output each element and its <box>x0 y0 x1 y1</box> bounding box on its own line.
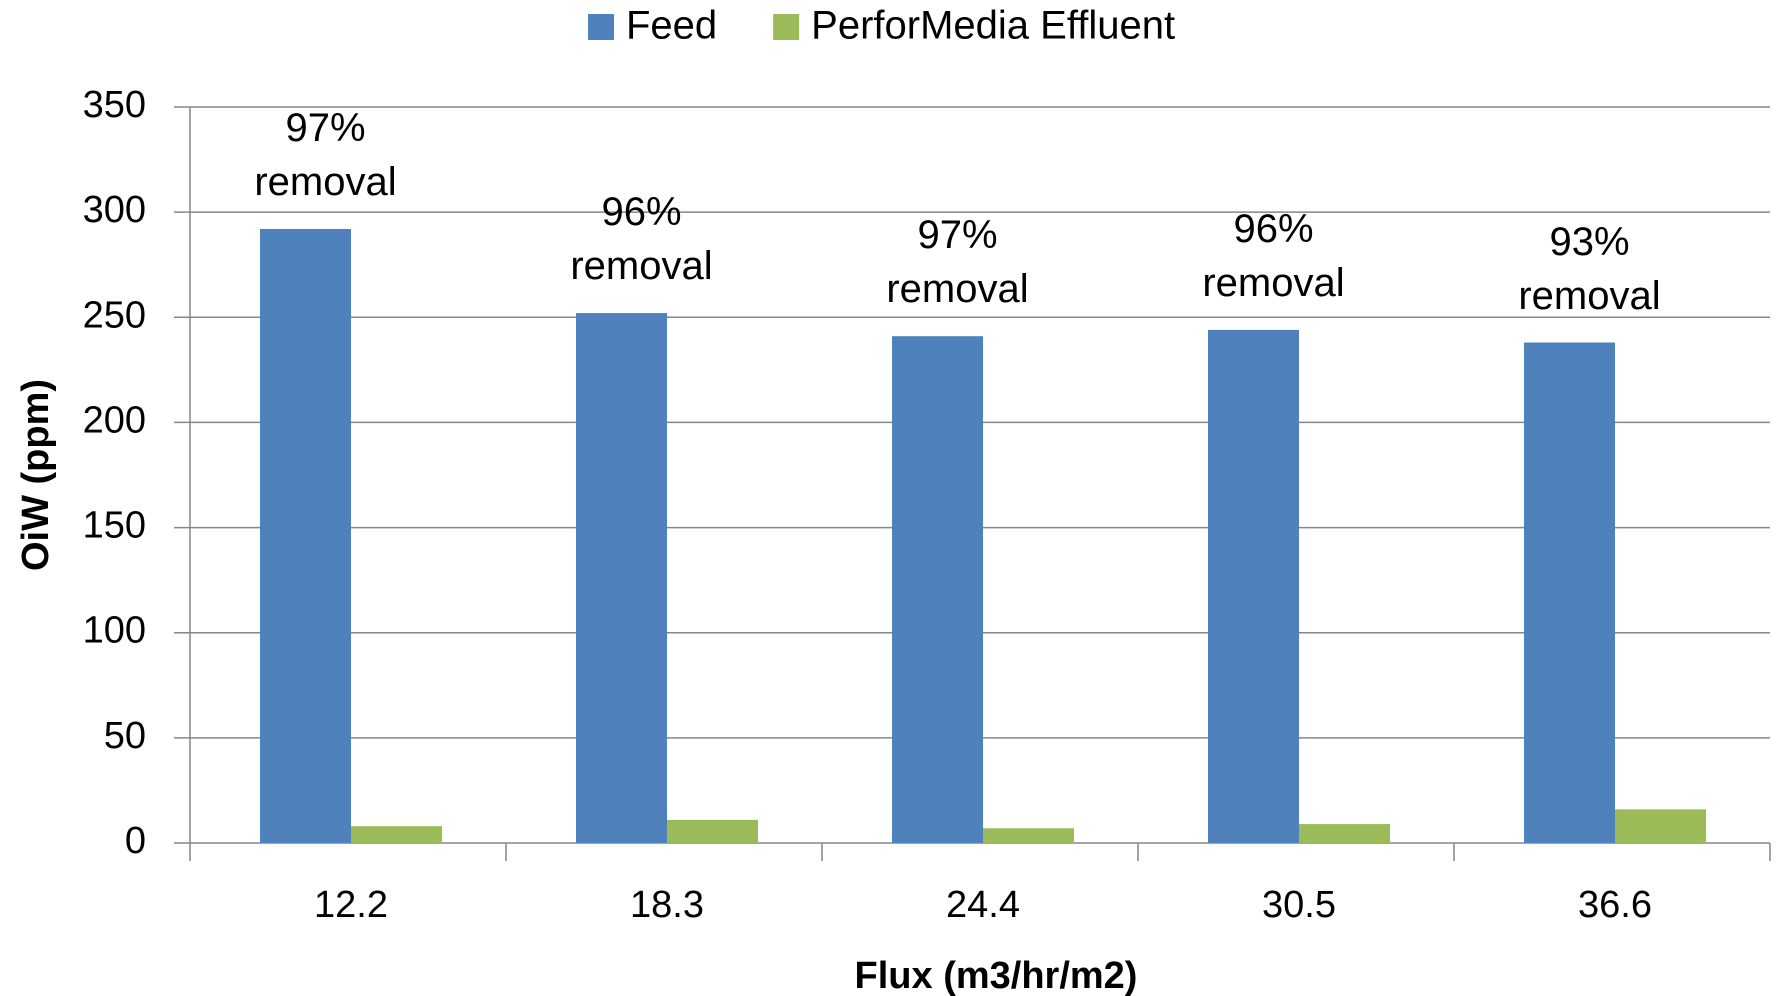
annotation: 93% removal <box>1518 219 1661 318</box>
bar <box>260 228 351 844</box>
bar <box>1299 824 1390 843</box>
y-tick-label: 350 <box>83 84 146 126</box>
y-tick-label: 100 <box>83 610 146 652</box>
bar <box>1208 329 1299 844</box>
y-tick-label: 200 <box>83 399 146 441</box>
bar <box>576 313 667 844</box>
bar <box>1524 342 1615 843</box>
y-axis-title: OiW (ppm) <box>15 379 57 571</box>
bar <box>983 828 1074 843</box>
x-tick-label: 12.2 <box>314 884 388 926</box>
x-axis-title: Flux (m3/hr/m2) <box>855 955 1138 996</box>
y-tick-label: 250 <box>83 294 146 336</box>
annotation: 97% removal <box>886 213 1029 312</box>
bar <box>351 826 442 843</box>
annotation: 97% removal <box>254 105 397 204</box>
annotation: 96% removal <box>570 190 713 289</box>
bar <box>1615 809 1706 843</box>
x-tick-label: 24.4 <box>946 884 1020 926</box>
bar <box>892 336 983 843</box>
bar <box>667 819 758 843</box>
annotation: 96% removal <box>1202 206 1345 305</box>
y-tick-label: 300 <box>83 189 146 231</box>
y-tick-label: 150 <box>83 505 146 547</box>
legend-swatch <box>773 14 800 40</box>
y-tick-label: 0 <box>125 820 146 862</box>
legend-label: PerforMedia Effluent <box>811 4 1175 48</box>
x-tick-label: 36.6 <box>1578 884 1652 926</box>
x-tick-label: 30.5 <box>1262 884 1336 926</box>
legend-label: Feed <box>626 4 717 48</box>
legend-swatch <box>588 14 614 40</box>
y-tick-label: 50 <box>104 715 146 757</box>
x-tick-label: 18.3 <box>630 884 704 926</box>
